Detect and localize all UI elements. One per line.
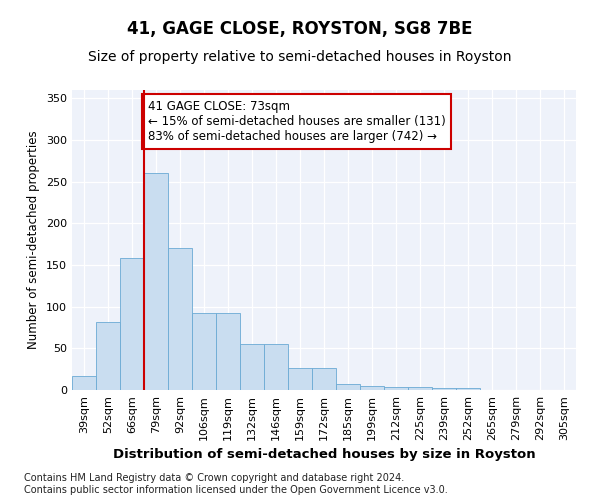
Bar (456, 388, 480, 390)
Bar (216, 312, 240, 390)
Bar (408, 386, 432, 390)
Bar (168, 248, 192, 390)
Bar (144, 174, 168, 390)
Text: Contains HM Land Registry data © Crown copyright and database right 2024.
Contai: Contains HM Land Registry data © Crown c… (24, 474, 448, 495)
Bar (96, 322, 120, 390)
Bar (288, 368, 312, 390)
Bar (192, 312, 216, 390)
Bar (72, 376, 96, 390)
Text: 41 GAGE CLOSE: 73sqm
← 15% of semi-detached houses are smaller (131)
83% of semi: 41 GAGE CLOSE: 73sqm ← 15% of semi-detac… (148, 100, 445, 143)
Bar (432, 388, 456, 390)
Bar (312, 368, 336, 390)
Bar (384, 386, 408, 390)
Text: 41, GAGE CLOSE, ROYSTON, SG8 7BE: 41, GAGE CLOSE, ROYSTON, SG8 7BE (127, 20, 473, 38)
Y-axis label: Number of semi-detached properties: Number of semi-detached properties (28, 130, 40, 350)
Text: Size of property relative to semi-detached houses in Royston: Size of property relative to semi-detach… (88, 50, 512, 64)
Bar (336, 384, 360, 390)
Bar (360, 386, 384, 390)
Bar (264, 344, 288, 390)
Bar (240, 344, 264, 390)
Bar (120, 258, 144, 390)
X-axis label: Distribution of semi-detached houses by size in Royston: Distribution of semi-detached houses by … (113, 448, 535, 462)
